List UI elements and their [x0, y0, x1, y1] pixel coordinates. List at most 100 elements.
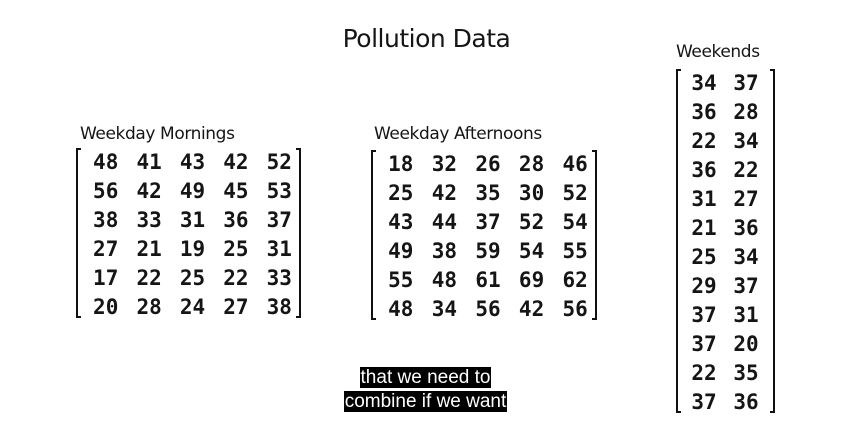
matrix-cell: 36 — [223, 208, 249, 232]
matrix-cell: 25 — [388, 181, 414, 205]
matrix-cell: 25 — [223, 237, 249, 261]
matrix-cell: 53 — [266, 179, 292, 203]
matrix-cell: 48 — [431, 268, 458, 292]
weekday-afternoons-matrix: 18 32 26 28 46 25 42 35 30 52 43 44 37 52 54 49 38 59 54 55… — [371, 150, 597, 321]
matrix-cell: 54 — [562, 210, 588, 234]
weekday-mornings-matrix: 48 41 43 42 52 56 42 49 45 53 38 33 31 36 37 27 21 19 25 31… — [76, 148, 301, 319]
matrix-cell: 56 — [562, 297, 588, 321]
matrix-cell: 34 — [733, 129, 759, 153]
matrix-cell: 26 — [475, 152, 501, 176]
caption-line-2: combine if we want — [343, 391, 508, 412]
matrix-cell: 31 — [691, 187, 717, 211]
matrix-grid: 34 37 36 28 22 34 36 22 31 27 21 36 25 34 29 37 37 31 37 20… — [683, 69, 767, 417]
matrix-cell: 52 — [266, 150, 292, 174]
matrix-cell: 33 — [266, 266, 292, 290]
matrix-cell: 27 — [223, 295, 249, 319]
matrix-cell: 27 — [93, 237, 119, 261]
matrix-cell: 38 — [431, 239, 458, 263]
matrix-cell: 42 — [136, 179, 162, 203]
weekday-mornings-label: Weekday Mornings — [80, 124, 235, 144]
matrix-cell: 18 — [388, 152, 414, 176]
matrix-right-bracket — [592, 150, 597, 320]
matrix-cell: 42 — [518, 297, 545, 321]
matrix-cell: 21 — [691, 216, 717, 240]
matrix-right-bracket — [770, 69, 775, 413]
matrix-cell: 61 — [475, 268, 501, 292]
matrix-cell: 48 — [93, 150, 119, 174]
matrix-cell: 22 — [223, 266, 249, 290]
matrix-cell: 19 — [179, 237, 206, 261]
matrix-cell: 41 — [136, 150, 162, 174]
matrix-cell: 17 — [93, 266, 119, 290]
caption-line: that we need to — [0, 366, 847, 390]
matrix-cell: 42 — [223, 150, 249, 174]
matrix-cell: 56 — [93, 179, 119, 203]
matrix-cell: 36 — [733, 216, 759, 240]
weekday-afternoons-label: Weekday Afternoons — [374, 124, 542, 144]
matrix-cell: 49 — [388, 239, 414, 263]
matrix-cell: 28 — [518, 152, 545, 176]
matrix-cell: 22 — [136, 266, 162, 290]
matrix-cell: 37 — [475, 210, 501, 234]
matrix-cell: 37 — [691, 332, 717, 356]
matrix-cell: 35 — [733, 361, 759, 385]
matrix-cell: 22 — [691, 129, 717, 153]
matrix-cell: 55 — [388, 268, 414, 292]
matrix-cell: 36 — [691, 158, 717, 182]
matrix-cell: 31 — [179, 208, 206, 232]
matrix-cell: 35 — [475, 181, 501, 205]
matrix-cell: 36 — [691, 100, 717, 124]
matrix-cell: 37 — [691, 303, 717, 327]
matrix-cell: 20 — [733, 332, 759, 356]
matrix-cell: 31 — [733, 303, 759, 327]
matrix-cell: 59 — [475, 239, 501, 263]
matrix-left-bracket — [76, 148, 81, 318]
matrix-cell: 34 — [431, 297, 458, 321]
matrix-grid: 48 41 43 42 52 56 42 49 45 53 38 33 31 36 37 27 21 19 25 31… — [84, 148, 301, 322]
weekends-label: Weekends — [676, 42, 760, 62]
matrix-cell: 25 — [179, 266, 206, 290]
matrix-cell: 69 — [518, 268, 545, 292]
matrix-cell: 37 — [266, 208, 292, 232]
caption-line-1: that we need to — [359, 367, 492, 388]
matrix-cell: 52 — [518, 210, 545, 234]
matrix-cell: 54 — [518, 239, 545, 263]
matrix-cell: 43 — [388, 210, 414, 234]
matrix-right-bracket — [296, 148, 301, 318]
matrix-cell: 37 — [691, 390, 717, 414]
matrix-cell: 25 — [691, 245, 717, 269]
matrix-left-bracket — [371, 150, 376, 320]
subtitle-caption: that we need to combine if we want — [0, 366, 847, 414]
matrix-cell: 27 — [733, 187, 759, 211]
matrix-cell: 32 — [431, 152, 458, 176]
matrix-cell: 34 — [691, 71, 717, 95]
matrix-cell: 33 — [136, 208, 162, 232]
matrix-cell: 24 — [179, 295, 206, 319]
page-title: Pollution Data — [342, 24, 511, 53]
matrix-cell: 55 — [562, 239, 588, 263]
matrix-cell: 28 — [733, 100, 759, 124]
matrix-cell: 34 — [733, 245, 759, 269]
matrix-cell: 37 — [733, 274, 759, 298]
matrix-cell: 42 — [431, 181, 458, 205]
matrix-cell: 22 — [733, 158, 759, 182]
matrix-cell: 29 — [691, 274, 717, 298]
matrix-cell: 36 — [733, 390, 759, 414]
matrix-cell: 30 — [518, 181, 545, 205]
matrix-cell: 31 — [266, 237, 292, 261]
weekends-matrix: 34 37 36 28 22 34 36 22 31 27 21 36 25 34 29 37 37 31 37 20… — [676, 69, 775, 414]
matrix-cell: 62 — [562, 268, 588, 292]
matrix-cell: 21 — [136, 237, 162, 261]
matrix-cell: 38 — [93, 208, 119, 232]
matrix-cell: 56 — [475, 297, 501, 321]
matrix-cell: 20 — [93, 295, 119, 319]
matrix-cell: 43 — [179, 150, 206, 174]
matrix-cell: 49 — [179, 179, 206, 203]
matrix-cell: 28 — [136, 295, 162, 319]
matrix-grid: 18 32 26 28 46 25 42 35 30 52 43 44 37 52 54 49 38 59 54 55… — [379, 150, 597, 324]
matrix-cell: 52 — [562, 181, 588, 205]
caption-line: combine if we want — [0, 390, 847, 414]
matrix-left-bracket — [676, 69, 681, 413]
matrix-cell: 38 — [266, 295, 292, 319]
matrix-cell: 48 — [388, 297, 414, 321]
